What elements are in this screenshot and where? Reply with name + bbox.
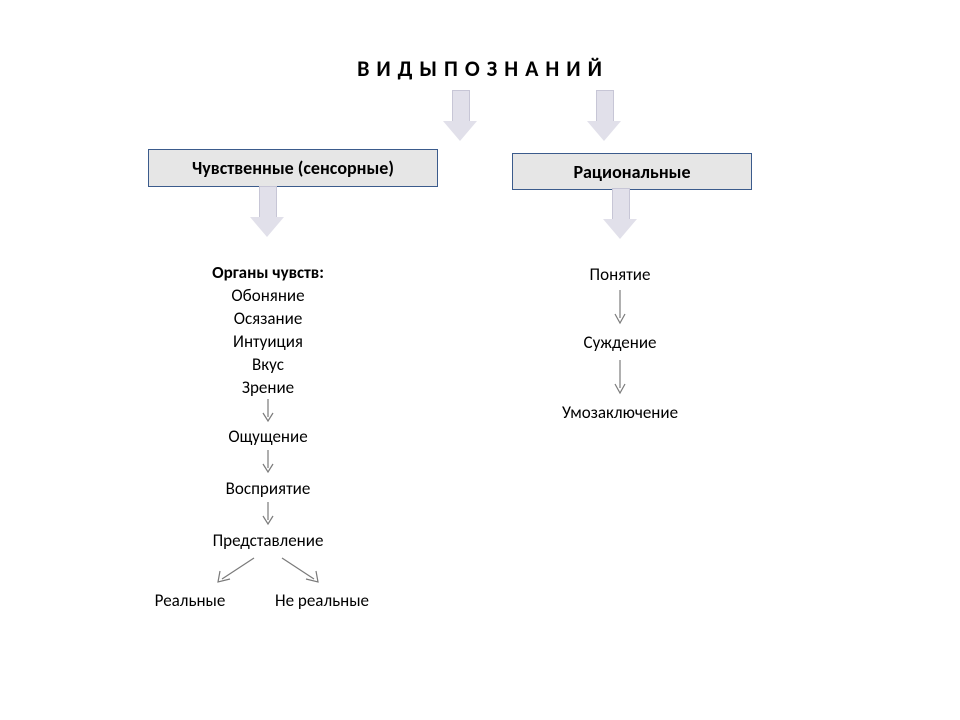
right-chain-item: Умозаключение bbox=[562, 402, 678, 425]
left-chain-item: Представление bbox=[213, 530, 324, 553]
block-arrow-icon bbox=[603, 188, 637, 243]
sense-item: Зрение bbox=[242, 377, 294, 400]
senses-header: Органы чувств: bbox=[212, 262, 324, 285]
box-rational: Рациональные bbox=[512, 153, 752, 190]
left-chain-item: Ощущение bbox=[228, 426, 307, 449]
thin-arrow-icon bbox=[262, 399, 274, 423]
thin-arrow-icon bbox=[210, 555, 260, 587]
thin-arrow-icon bbox=[276, 555, 326, 587]
block-arrow-icon bbox=[443, 90, 477, 145]
sense-item: Осязание bbox=[234, 308, 303, 331]
thin-arrow-icon bbox=[614, 360, 626, 395]
split-right: Не реальные bbox=[275, 590, 369, 613]
right-chain-item: Суждение bbox=[584, 332, 657, 355]
thin-arrow-icon bbox=[614, 290, 626, 325]
box-sensory: Чувственные (сенсорные) bbox=[148, 149, 438, 187]
split-left: Реальные bbox=[155, 590, 226, 613]
diagram-title: В И Д Ы П О З Н А Н И Й bbox=[0, 55, 960, 82]
sense-item: Интуиция bbox=[233, 331, 303, 354]
box-rational-label: Рациональные bbox=[573, 161, 690, 183]
diagram-root: { "title": "В И Д Ы П О З Н А Н И Й", "c… bbox=[0, 0, 960, 720]
sense-item: Вкус bbox=[252, 354, 284, 377]
box-sensory-label: Чувственные (сенсорные) bbox=[192, 157, 394, 179]
block-arrow-icon bbox=[587, 90, 621, 145]
thin-arrow-icon bbox=[262, 450, 274, 474]
block-arrow-icon bbox=[250, 186, 284, 241]
left-chain-item: Восприятие bbox=[226, 478, 311, 501]
sense-item: Обоняние bbox=[231, 285, 304, 308]
thin-arrow-icon bbox=[262, 502, 274, 526]
right-chain-item: Понятие bbox=[590, 264, 651, 287]
